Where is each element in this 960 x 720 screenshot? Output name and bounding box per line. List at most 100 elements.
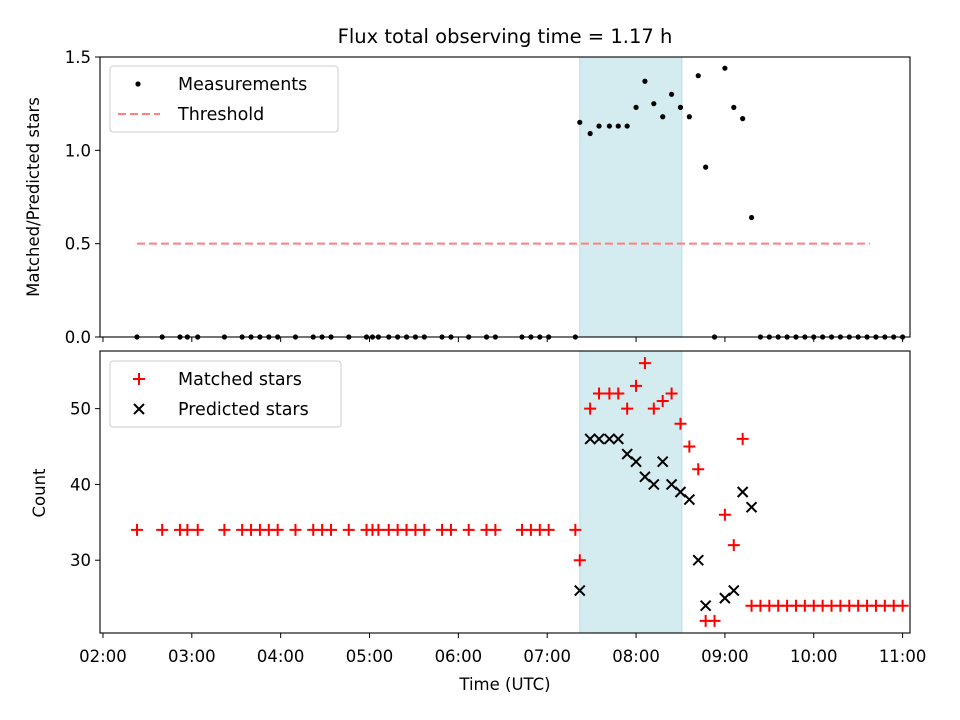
bottom-highlight-span (579, 350, 683, 634)
matched-point (692, 463, 705, 476)
legend-predicted-label: Predicted stars (178, 400, 309, 420)
top-y-ticks: 0.0 0.5 1.0 1.5 (65, 48, 100, 347)
measurement-point (606, 123, 612, 129)
predicted-point (699, 600, 712, 612)
x-tick-label: 06:00 (435, 647, 483, 666)
matched-point (191, 523, 204, 536)
matched-point (218, 523, 231, 536)
x-tick-label: 03:00 (168, 647, 216, 666)
measurement-point (695, 73, 701, 79)
top-y-axis-label: Matched/Predicted stars (24, 97, 43, 297)
matched-point (718, 508, 731, 521)
predicted-point (630, 455, 642, 468)
y-tick-label: 30 (70, 551, 91, 570)
matched-point (181, 523, 194, 536)
predicted-point (736, 486, 749, 498)
top-highlight-span (579, 56, 683, 338)
matched-point (656, 395, 669, 408)
legend-threshold-label: Threshold (177, 105, 264, 125)
matched-point (542, 523, 555, 536)
matched-point (647, 402, 660, 415)
predicted-point (593, 433, 605, 445)
x-tick-label: 09:00 (701, 647, 749, 666)
y-tick-label: 1.0 (65, 141, 91, 160)
x-tick-label: 05:00 (346, 647, 394, 666)
predicted-point (692, 554, 704, 566)
matched-point (621, 402, 634, 415)
measurement-point (624, 123, 630, 129)
matched-point (462, 523, 475, 536)
predicted-point (574, 584, 586, 597)
x-tick-label: 10:00 (790, 647, 838, 666)
matched-point (612, 387, 625, 400)
matched-point (444, 523, 457, 536)
predicted-point (728, 584, 740, 597)
matched-point (342, 523, 355, 536)
x-tick-label: 08:00 (612, 647, 660, 666)
measurement-point (596, 123, 602, 129)
x-tick-label: 07:00 (523, 647, 571, 666)
matched-point (674, 417, 687, 430)
bottom-legend: Matched stars Predicted stars (109, 360, 342, 428)
measurement-point (703, 164, 709, 170)
matched-point (573, 554, 586, 567)
series-matched-stars (131, 357, 909, 627)
y-tick-label: 0.0 (65, 328, 91, 347)
matched-point (489, 523, 502, 536)
y-tick-label: 0.5 (65, 235, 91, 254)
matched-point (896, 599, 909, 612)
measurement-point (731, 104, 737, 110)
top-panel-matched-ratio: 0.0 0.5 1.0 1.5 Flux total observing time =… (24, 25, 911, 347)
measurement-point (677, 104, 684, 110)
matched-point (418, 523, 431, 536)
legend-matched-label: Matched stars (178, 370, 302, 390)
matched-point (593, 387, 606, 400)
matched-point (708, 614, 721, 627)
bottom-legend-box (109, 360, 342, 428)
matched-point (638, 357, 651, 370)
series-predicted-stars (574, 433, 758, 612)
y-tick-label: 1.5 (65, 48, 91, 67)
bottom-y-axis-label: Count (30, 468, 49, 518)
top-panel-marks (134, 65, 906, 340)
matched-point (325, 523, 338, 536)
matched-point (584, 402, 597, 415)
measurement-point (740, 116, 746, 122)
matched-point (289, 523, 302, 536)
bottom-y-ticks: 30 40 50 (70, 400, 100, 570)
top-x-ticks (102, 337, 904, 342)
predicted-point (656, 455, 669, 468)
top-chart-title: Flux total observing time = 1.17 h (338, 25, 673, 48)
y-tick-label: 40 (70, 475, 91, 494)
matched-point (131, 523, 144, 536)
measurement-point (615, 123, 621, 129)
x-tick-label: 11:00 (879, 647, 927, 666)
predicted-point (603, 433, 616, 445)
x-tick-label: 04:00 (257, 647, 305, 666)
predicted-point (648, 478, 660, 491)
predicted-point (683, 493, 696, 506)
matched-point (727, 539, 740, 552)
matched-point (156, 523, 169, 536)
bottom-x-ticks: 02:00 03:00 04:00 05:00 06:00 07:00 08:00 09:00… (79, 633, 926, 666)
measurement-point (748, 214, 755, 221)
legend-measurements-marker (135, 81, 141, 87)
measurement-point (660, 114, 666, 120)
legend-measurements-label: Measurements (178, 75, 307, 95)
measurement-point (668, 91, 675, 97)
measurement-point (722, 65, 728, 71)
legend-matched-marker (133, 373, 145, 385)
matched-point (569, 523, 582, 536)
measurement-point (686, 114, 692, 120)
measurement-point (577, 119, 583, 125)
top-legend: Measurements Threshold (109, 65, 339, 133)
x-tick-label: 02:00 (79, 647, 127, 666)
predicted-point (584, 433, 596, 445)
matched-point (736, 432, 749, 445)
bottom-panel-counts: 30 40 50 02:00 03:00 04:00 05:00 06:00 07:00 08:… (30, 350, 926, 694)
top-legend-box (109, 65, 339, 133)
matched-point (683, 440, 696, 453)
matched-point (372, 523, 385, 536)
x-axis-label: Time (UTC) (458, 675, 550, 694)
